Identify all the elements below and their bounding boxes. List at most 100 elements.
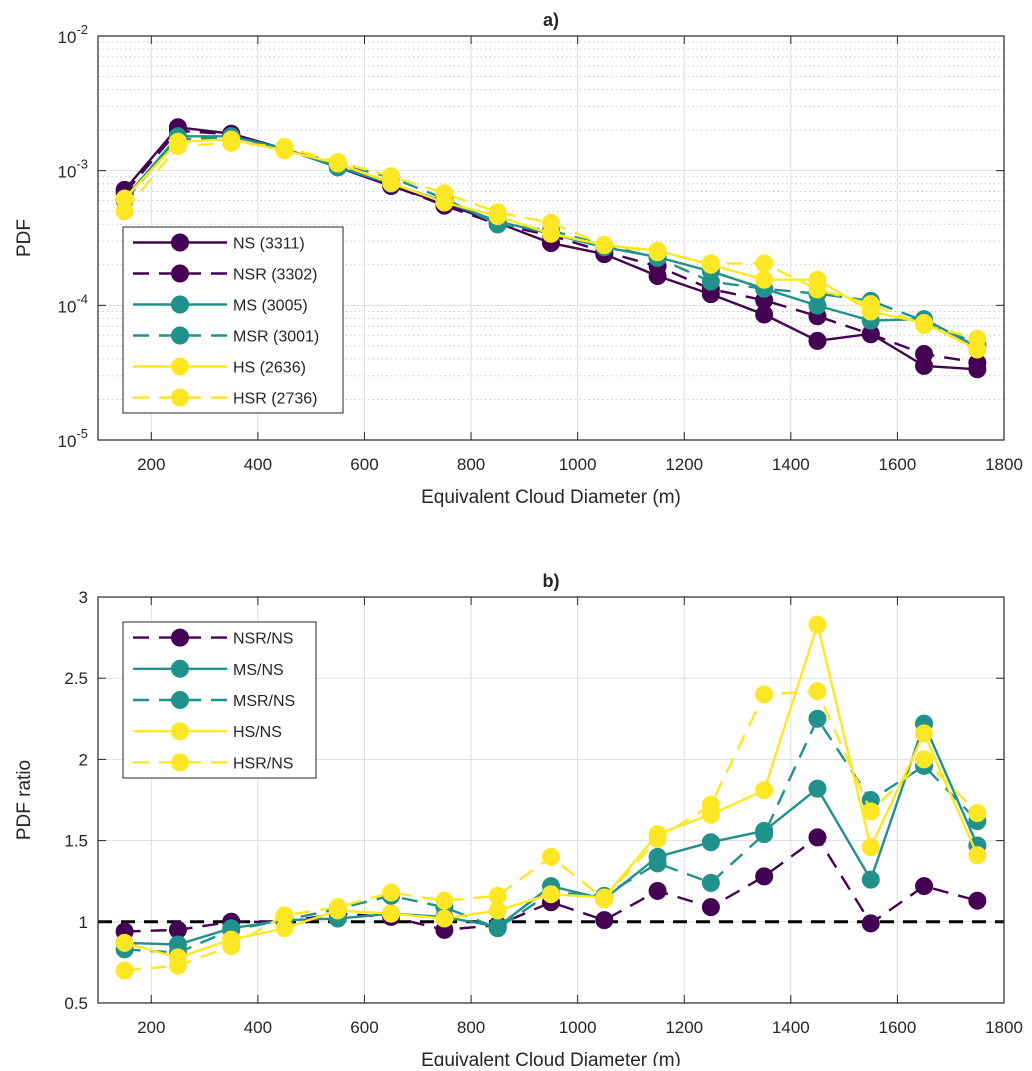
data-point: [861, 295, 880, 314]
data-point: [648, 854, 667, 873]
x-axis-label: Equivalent Cloud Diameter (m): [421, 487, 681, 508]
data-point: [968, 329, 987, 348]
y-tick-label-exponent: -2: [76, 22, 88, 37]
data-point: [861, 802, 880, 821]
data-point: [808, 615, 827, 634]
panel-b: 200 400 600 800 1000 1200 1400 1600 1800 0.5 1 1.5 2…: [14, 571, 1023, 1071]
legend-label: MSR/NS: [233, 693, 295, 710]
y-tick-label: 10-2: [58, 22, 88, 47]
axes-box: [97, 35, 1005, 441]
y-tick-label: 3: [79, 588, 88, 607]
legend-marker: [171, 722, 189, 741]
x-tick-label: 1000: [559, 1018, 597, 1037]
data-point: [808, 828, 827, 847]
y-tick-label: 10-4: [58, 291, 88, 316]
data-point: [648, 881, 667, 900]
legend-label: HS/NS: [233, 724, 282, 741]
legend-label: MSR (3001): [233, 329, 319, 346]
x-tick-label: 800: [457, 455, 485, 474]
data-point: [915, 750, 934, 769]
data-point: [968, 803, 987, 822]
y-axis-label: PDF ratio: [14, 760, 35, 840]
data-point: [755, 254, 774, 273]
x-tick-label: 1800: [985, 455, 1023, 474]
panel-title: b): [543, 571, 560, 591]
data-point: [861, 870, 880, 889]
data-point: [435, 909, 454, 928]
data-point: [488, 886, 507, 905]
data-point: [701, 833, 720, 852]
data-point: [915, 315, 934, 334]
data-point: [861, 838, 880, 857]
data-point: [595, 890, 614, 909]
y-tick-label: 2: [79, 750, 88, 769]
data-point: [595, 236, 614, 255]
data-point: [968, 891, 987, 910]
x-tick-label: 400: [244, 455, 272, 474]
data-point: [755, 781, 774, 800]
y-tick-label-base: 10: [58, 297, 77, 316]
x-tick-label: 800: [457, 1018, 485, 1037]
legend-marker: [171, 388, 189, 407]
data-point: [648, 243, 667, 262]
data-point: [915, 724, 934, 743]
data-point: [701, 873, 720, 892]
data-point: [275, 137, 294, 156]
y-tick-label-base: 10: [58, 28, 77, 47]
legend-marker: [171, 691, 189, 709]
data-point: [755, 867, 774, 886]
y-tick-label: 0.5: [64, 994, 88, 1013]
data-point: [915, 345, 934, 364]
x-tick-label: 200: [137, 455, 165, 474]
data-point: [115, 933, 134, 952]
data-point: [808, 331, 827, 350]
data-point: [915, 877, 934, 896]
x-tick-label: 1400: [772, 455, 810, 474]
legend-label: MS (3005): [233, 298, 308, 315]
legend-marker: [171, 357, 189, 376]
y-tick-label-base: 10: [58, 432, 77, 451]
data-point: [542, 847, 560, 866]
x-tick-label: 1600: [878, 1018, 916, 1037]
legend-marker: [171, 753, 189, 772]
data-point: [328, 152, 347, 171]
y-axis-label: PDF: [14, 219, 35, 257]
y-tick-label: 1.5: [64, 832, 88, 851]
legend-label: NSR (3302): [233, 267, 317, 284]
data-point: [222, 937, 241, 956]
data-point: [328, 898, 347, 917]
data-point: [382, 167, 401, 186]
data-point: [168, 956, 187, 975]
legend-marker: [171, 295, 189, 314]
x-tick-label: 1600: [878, 455, 916, 474]
data-point: [168, 137, 187, 156]
legend-label: HSR (2736): [233, 391, 317, 408]
data-point: [861, 914, 880, 933]
data-point: [222, 133, 241, 152]
x-tick-label: 600: [350, 1018, 378, 1037]
data-point: [701, 898, 720, 917]
legend-label: HS (2636): [233, 360, 306, 377]
data-point: [435, 891, 454, 910]
legend-label: MS/NS: [233, 662, 284, 679]
x-tick-label: 200: [137, 1018, 165, 1037]
data-point: [488, 203, 507, 222]
data-point: [755, 825, 774, 844]
legend-marker: [171, 264, 189, 283]
data-point: [968, 846, 987, 865]
data-point: [115, 202, 134, 221]
data-point: [435, 184, 454, 203]
x-tick-label: 1800: [985, 1018, 1023, 1037]
data-point: [382, 883, 401, 902]
data-point: [755, 685, 774, 704]
legend-box: [122, 226, 344, 414]
axes-box: [97, 596, 1005, 1004]
x-tick-label: 400: [244, 1018, 272, 1037]
y-tick-label-base: 10: [58, 163, 77, 182]
data-point: [275, 906, 294, 925]
data-point: [648, 829, 667, 848]
x-axis-label: Equivalent Cloud Diameter (m): [421, 1050, 681, 1066]
data-point: [115, 961, 134, 980]
